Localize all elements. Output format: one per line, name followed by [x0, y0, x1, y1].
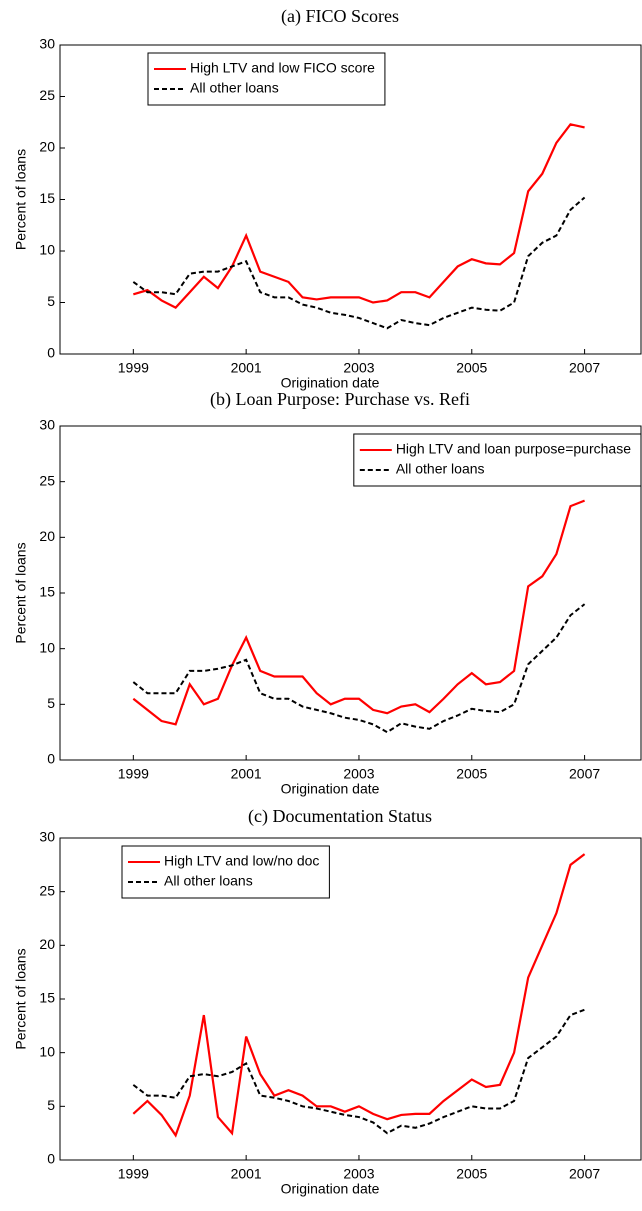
legend-label: All other loans — [164, 873, 253, 889]
legend-label: All other loans — [396, 461, 485, 477]
data-line — [133, 123, 585, 310]
x-tick-label: 1999 — [118, 360, 149, 376]
y-tick-label: 0 — [47, 345, 55, 361]
data-line — [132, 603, 586, 734]
y-tick-label: 30 — [39, 829, 55, 845]
y-tick-label: 20 — [39, 528, 55, 544]
data-line — [132, 499, 585, 726]
y-tick-label: 0 — [47, 751, 55, 767]
y-tick-label: 5 — [47, 695, 55, 711]
x-axis-label: Origination date — [281, 375, 380, 391]
legend-box — [147, 52, 386, 106]
x-tick-label: 2003 — [343, 1166, 374, 1182]
x-tick-label: 2005 — [456, 766, 487, 782]
y-tick-label: 5 — [47, 293, 55, 309]
y-tick-label: 15 — [39, 584, 55, 600]
panel: (b) Loan Purpose: Purchase vs. Refi 0 5 10 1… — [13, 389, 642, 797]
y-tick-label: 20 — [39, 139, 55, 155]
x-tick-label: 1999 — [118, 766, 149, 782]
legend-box — [353, 433, 642, 487]
data-line — [132, 196, 586, 330]
data-line — [132, 853, 586, 1138]
y-tick-label: 15 — [39, 990, 55, 1006]
legend: High LTV and low FICO score All other loa… — [147, 52, 386, 106]
chart-title: (b) Loan Purpose: Purchase vs. Refi — [210, 389, 470, 410]
x-axis-label: Origination date — [281, 781, 380, 797]
y-tick-label: 5 — [47, 1097, 55, 1113]
y-tick-label: 25 — [39, 472, 55, 488]
y-tick-label: 10 — [39, 1043, 55, 1059]
x-tick-label: 2001 — [231, 360, 262, 376]
y-tick-label: 10 — [39, 639, 55, 655]
legend-label: High LTV and low FICO score — [190, 60, 375, 76]
x-tick-label: 2007 — [569, 766, 600, 782]
x-tick-label: 2001 — [231, 1166, 262, 1182]
y-tick-label: 20 — [39, 936, 55, 952]
x-tick-label: 2003 — [343, 766, 374, 782]
legend: High LTV and low/no doc All other loans — [121, 845, 330, 899]
legend-label: High LTV and loan purpose=purchase — [396, 441, 631, 457]
x-tick-label: 2005 — [456, 1166, 487, 1182]
y-tick-label: 25 — [39, 882, 55, 898]
y-axis-label: Percent of loans — [13, 948, 29, 1049]
y-tick-label: 15 — [39, 190, 55, 206]
legend-box — [121, 845, 330, 899]
legend: High LTV and loan purpose=purchase All ot… — [353, 433, 642, 487]
x-tick-label: 2003 — [343, 360, 374, 376]
y-tick-label: 25 — [39, 87, 55, 103]
y-tick-label: 10 — [39, 242, 55, 258]
x-axis-label: Origination date — [281, 1181, 380, 1197]
y-tick-label: 30 — [39, 36, 55, 52]
x-tick-label: 2007 — [569, 1166, 600, 1182]
x-tick-label: 2005 — [456, 360, 487, 376]
legend-label: All other loans — [190, 80, 279, 96]
y-tick-label: 0 — [47, 1151, 55, 1167]
panel: (c) Documentation Status 0 5 10 15 20 25 30 1999… — [13, 806, 642, 1197]
legend-label: High LTV and low/no doc — [164, 853, 319, 869]
y-tick-label: 30 — [39, 417, 55, 433]
chart-title: (a) FICO Scores — [281, 6, 399, 27]
data-line — [132, 1008, 585, 1135]
y-axis-label: Percent of loans — [13, 149, 29, 250]
x-tick-label: 2001 — [231, 766, 262, 782]
panel: (a) FICO Scores 0 5 10 15 20 25 30 1999 2001 2003 2… — [13, 6, 642, 391]
x-tick-label: 2007 — [569, 360, 600, 376]
x-tick-label: 1999 — [118, 1166, 149, 1182]
y-axis-label: Percent of loans — [13, 542, 29, 643]
chart-title: (c) Documentation Status — [248, 806, 432, 827]
